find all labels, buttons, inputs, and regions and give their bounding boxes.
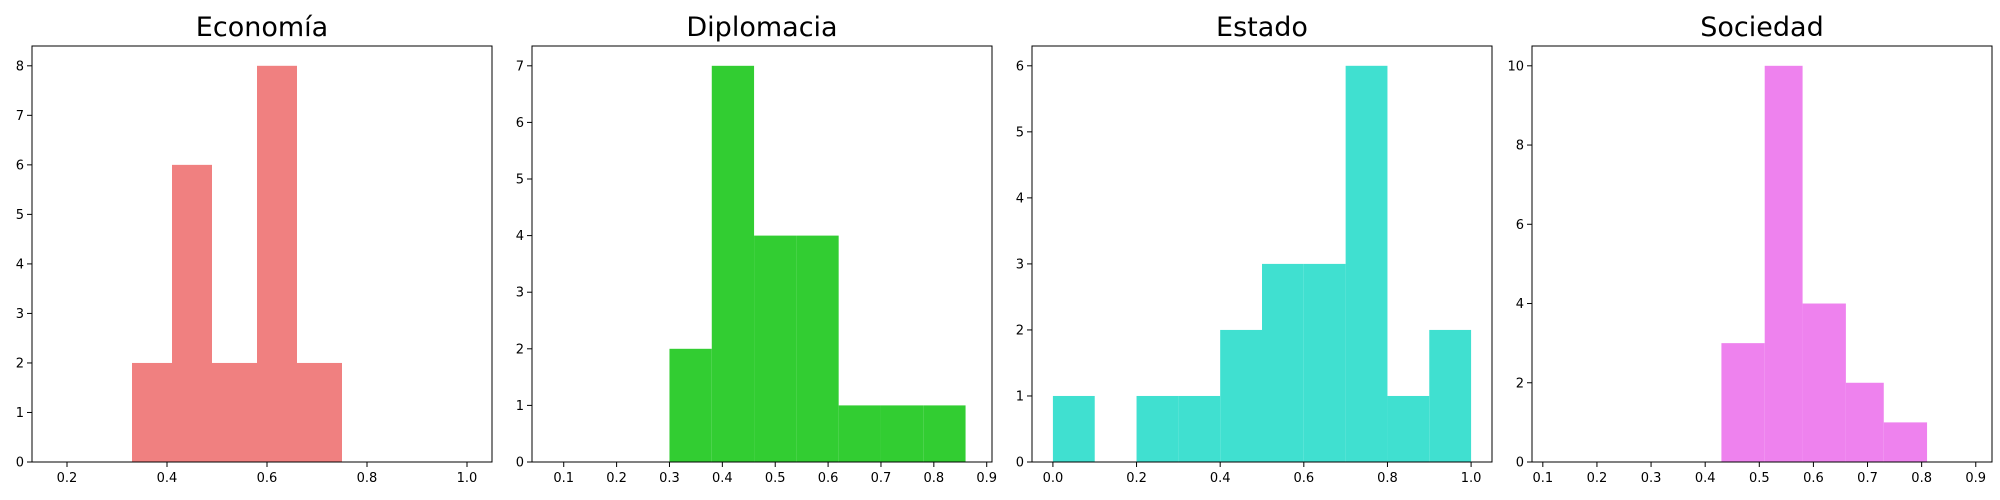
y-tick-label: 6 [1016,59,1024,74]
x-tick-label: 0.4 [157,471,178,486]
y-tick-label: 0 [516,456,524,471]
x-tick-label: 0.4 [1695,471,1716,486]
x-tick-label: 0.3 [1641,471,1662,486]
x-tick-label: 1.0 [457,471,478,486]
histogram-bar [257,65,297,463]
x-tick-label: 0.9 [1965,471,1986,486]
histogram-bar [1883,422,1928,462]
x-tick-label: 0.3 [659,471,680,486]
histogram-bar [1178,395,1221,462]
histogram-bar [754,235,797,462]
histogram-bar [669,348,712,462]
histogram-bar [297,362,342,462]
y-tick-label: 6 [516,116,524,131]
histogram-bar [838,405,881,462]
x-tick-label: 1.0 [1461,471,1482,486]
y-tick-label: 2 [516,342,524,357]
x-tick-label: 0.9 [976,471,997,486]
histogram-bar [1262,263,1304,462]
y-tick-label: 10 [1507,59,1524,74]
y-tick-label: 0 [1016,456,1024,471]
x-tick-label: 0.2 [1587,471,1608,486]
x-tick-label: 0.7 [1857,471,1878,486]
histogram-bar [212,362,257,462]
y-tick-label: 5 [16,208,24,223]
y-tick-label: 2 [1516,376,1524,391]
histogram-bar [132,362,172,462]
histogram-bar [1429,329,1472,462]
y-tick-label: 0 [16,456,24,471]
x-tick-label: 0.8 [1911,471,1932,486]
y-tick-label: 5 [516,173,524,188]
x-tick-label: 0.5 [1749,471,1770,486]
y-tick-label: 6 [1516,218,1524,233]
panel-title: Diplomacia [686,12,837,43]
x-tick-label: 0.6 [1293,471,1314,486]
x-tick-label: 0.8 [923,471,944,486]
x-tick-label: 0.1 [1532,471,1553,486]
histogram-bar [1802,303,1846,462]
histogram-bar [1845,382,1884,462]
y-tick-label: 5 [1016,125,1024,140]
y-tick-label: 4 [1016,191,1024,206]
panel-title: Economía [196,12,328,43]
x-tick-label: 0.8 [1377,471,1398,486]
y-tick-label: 4 [16,257,24,272]
x-tick-label: 0.6 [257,471,278,486]
x-tick-label: 0.8 [357,471,378,486]
y-tick-label: 7 [516,59,524,74]
histogram-bar [796,235,839,462]
axes-frame [1531,45,1993,463]
histogram-bar [923,405,966,462]
x-tick-label: 0.1 [553,471,574,486]
y-tick-label: 3 [16,307,24,322]
histogram-bar [1764,65,1803,463]
panel-title: Sociedad [1700,12,1823,43]
x-tick-label: 0.2 [57,471,78,486]
x-tick-label: 0.4 [712,471,733,486]
x-tick-label: 0.6 [818,471,839,486]
histogram-bar [880,405,924,462]
y-tick-label: 4 [516,229,524,244]
x-tick-label: 0.4 [1210,471,1231,486]
axes-frame [31,45,493,463]
x-tick-label: 0.0 [1043,471,1064,486]
x-tick-label: 0.2 [606,471,627,486]
x-tick-label: 0.7 [871,471,892,486]
histogram-bar [1387,395,1430,462]
y-tick-label: 6 [16,158,24,173]
x-tick-label: 0.6 [1803,471,1824,486]
y-tick-label: 3 [1016,257,1024,272]
histogram-bar [1303,263,1346,462]
y-tick-label: 0 [1516,456,1524,471]
y-tick-label: 1 [16,406,24,421]
y-tick-label: 4 [1516,297,1524,312]
y-tick-label: 3 [516,286,524,301]
y-tick-label: 8 [1516,139,1524,154]
y-tick-label: 2 [16,356,24,371]
histogram-bar [1136,395,1179,462]
histogram-bar [711,65,755,463]
axes-frame [531,45,993,463]
x-tick-label: 0.5 [765,471,786,486]
histogram-bar [172,164,212,462]
x-tick-label: 0.2 [1126,471,1147,486]
histogram-bar [1345,65,1388,463]
histogram-panel: Economía 0.2 0.4 0.6 0.8 1.0 0 1 2 3 4 5 6 7 8 [16,12,493,486]
y-tick-label: 1 [516,399,524,414]
y-tick-label: 7 [16,109,24,124]
histogram-bar [1721,343,1765,462]
y-tick-label: 2 [1016,323,1024,338]
y-tick-label: 1 [1016,389,1024,404]
panel-title: Estado [1216,12,1308,43]
histogram-panel: Estado 0.0 0.2 0.4 0.6 0.8 1.0 0 1 2 3 4 5 6 [1016,12,1493,486]
histogram-panel: Sociedad 0.1 0.2 0.3 0.4 0.5 0.6 0.7 0.8 0.9 0 2 4 6 8… [1507,12,1993,486]
axes-frame [1031,45,1493,463]
histogram-bar [1220,329,1262,462]
y-tick-label: 8 [16,59,24,74]
histogram-bar [1052,395,1095,462]
histogram-panel: Diplomacia 0.1 0.2 0.3 0.4 0.5 0.6 0.7 0.8 0.9 0 1 2… [516,12,997,486]
